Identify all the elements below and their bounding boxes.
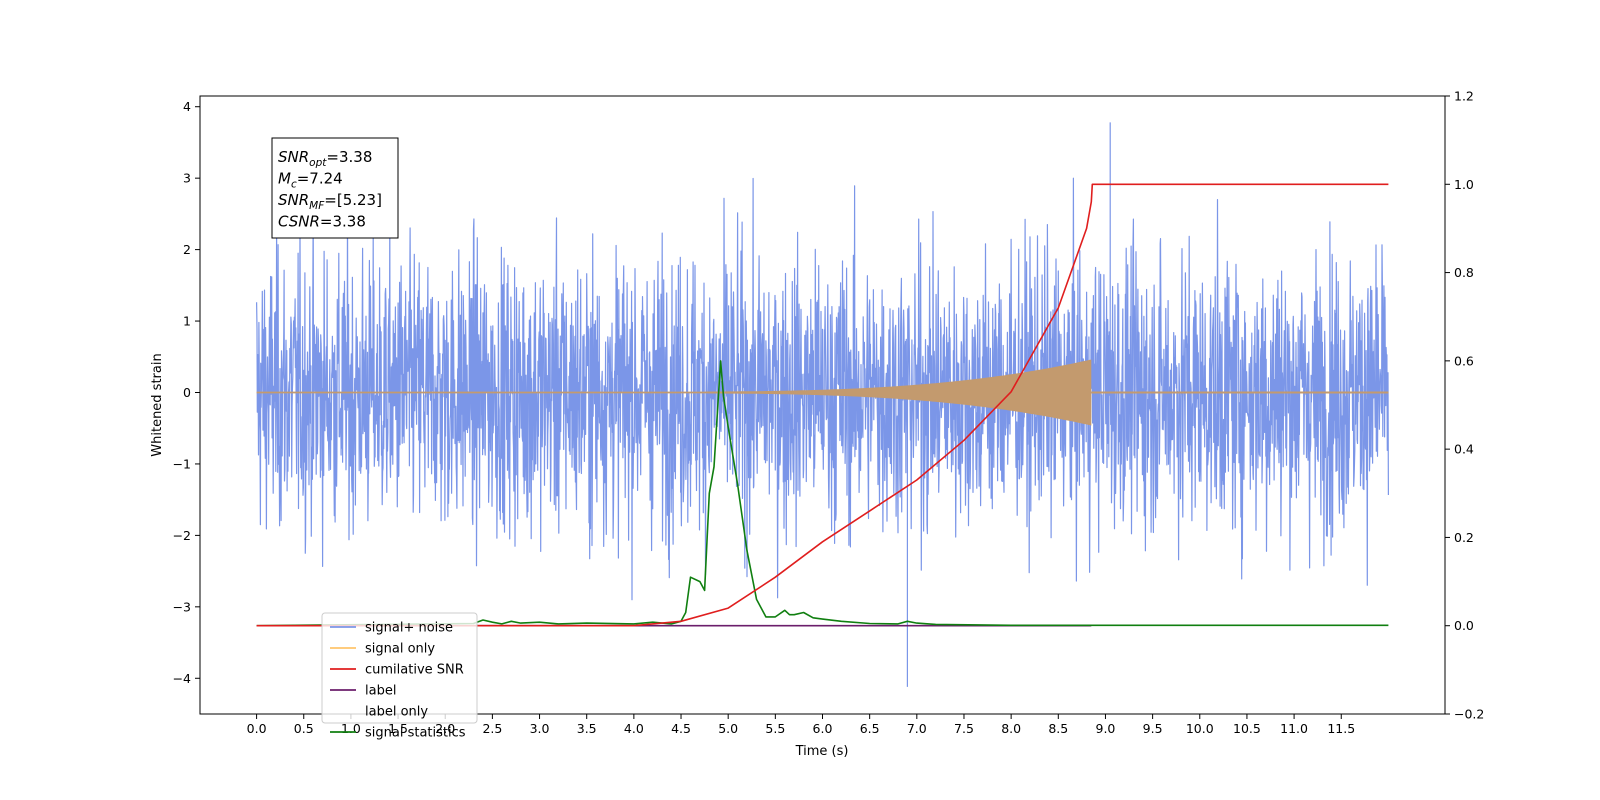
annotation-base: CSNR [278,213,320,231]
legend-entry: label only [365,705,428,720]
series-line-cumilative-snr [256,183,1389,627]
series-line-signal-statistics [256,360,1389,627]
x-tick-label: 5.5 [765,721,785,736]
series-lines [256,183,1389,627]
x-tick-label: 2.5 [482,721,502,736]
x-tick-label: 11.5 [1327,721,1355,736]
annotation-rest: =7.24 [297,170,343,188]
signal-noise-line [256,122,1389,687]
x-axis-label: Time (s) [795,744,849,759]
annotation-rest: =3.38 [326,148,372,166]
legend: signal+ noise signal only cumilative SNR la… [321,612,478,741]
x-tick-label: 6.0 [813,721,833,736]
legend-entry: signal only [365,642,435,657]
x-tick-label: 9.5 [1143,721,1163,736]
annotation-rest: =[5.23] [324,191,382,209]
y-right-tick-label: 1.2 [1454,89,1474,104]
y-right-tick-label: −0.2 [1454,707,1484,722]
annotation-rest: =3.38 [320,213,366,231]
x-tick-label: 3.5 [577,721,597,736]
x-tick-label: 1.5 [388,721,408,736]
y-left-tick-label: 1 [183,314,191,329]
y-right-tick-label: 0.6 [1454,353,1474,368]
annotation-sub: c [291,179,297,191]
x-tick-label: 3.0 [530,721,550,736]
legend-entry: label [365,684,396,699]
annotation-line: SNRopt=3.38 [278,148,372,169]
x-tick-label: 8.0 [1001,721,1021,736]
y-left-tick-label: −2 [173,528,191,543]
y-axis-right: −0.2 0.0 0.2 0.4 0.6 0.8 1.0 1.2 [1445,89,1484,722]
series-signal-only [256,359,1389,426]
y-right-tick-label: 0.4 [1454,442,1474,457]
y-right-tick-label: 0.2 [1454,530,1474,545]
series-signal-noise [256,122,1389,687]
y-right-tick-label: 0.0 [1454,618,1474,633]
y-left-tick-label: −1 [173,456,191,471]
x-axis: 0.0 0.5 1.0 1.5 2.0 2.5 3.0 3.5 4.0 4.5 5.0 5.5 6.0 6… [247,714,1355,736]
x-tick-label: 4.5 [671,721,691,736]
signal-only-envelope [256,359,1092,426]
y-axis-label: Whitened strain [150,353,165,456]
annotation-base: M [278,170,291,188]
y-left-tick-label: 2 [183,242,191,257]
y-right-tick-label: 0.8 [1454,265,1474,280]
x-tick-label: 9.0 [1096,721,1116,736]
x-tick-label: 0.5 [294,721,314,736]
y-left-tick-label: 4 [183,99,191,114]
y-left-tick-label: −4 [173,671,191,686]
x-tick-label: 6.5 [860,721,880,736]
x-tick-label: 11.0 [1280,721,1308,736]
annotation-base: SNR [278,148,309,166]
annotation-line: Mc=7.24 [278,170,343,191]
y-left-tick-label: −3 [173,599,191,614]
x-tick-label: 7.0 [907,721,927,736]
x-tick-label: 4.0 [624,721,644,736]
y-left-tick-label: 3 [183,171,191,186]
y-right-tick-label: 1.0 [1454,177,1474,192]
x-tick-label: 5.0 [718,721,738,736]
annotation-line: CSNR=3.38 [278,213,366,231]
x-tick-label: 10.0 [1186,721,1214,736]
x-tick-label: 8.5 [1048,721,1068,736]
x-tick-label: 10.5 [1233,721,1261,736]
annotation-sub: MF [309,200,325,212]
x-tick-label: 0.0 [247,721,267,736]
annotation-box [271,137,399,239]
y-left-tick-label: 0 [183,385,191,400]
legend-entry: signal statistics [365,726,466,741]
annotation-line: SNRMF=[5.23] [278,191,382,212]
x-tick-label: 7.5 [954,721,974,736]
legend-box [321,612,478,724]
y-axis-left: −4 −3 −2 −1 0 1 2 3 4 [173,99,200,686]
annotation-base: SNR [278,191,309,209]
legend-entry: signal+ noise [365,621,453,636]
legend-entry: cumilative SNR [365,663,464,678]
annotation-sub: opt [309,157,327,169]
x-tick-label: 2.0 [435,721,455,736]
